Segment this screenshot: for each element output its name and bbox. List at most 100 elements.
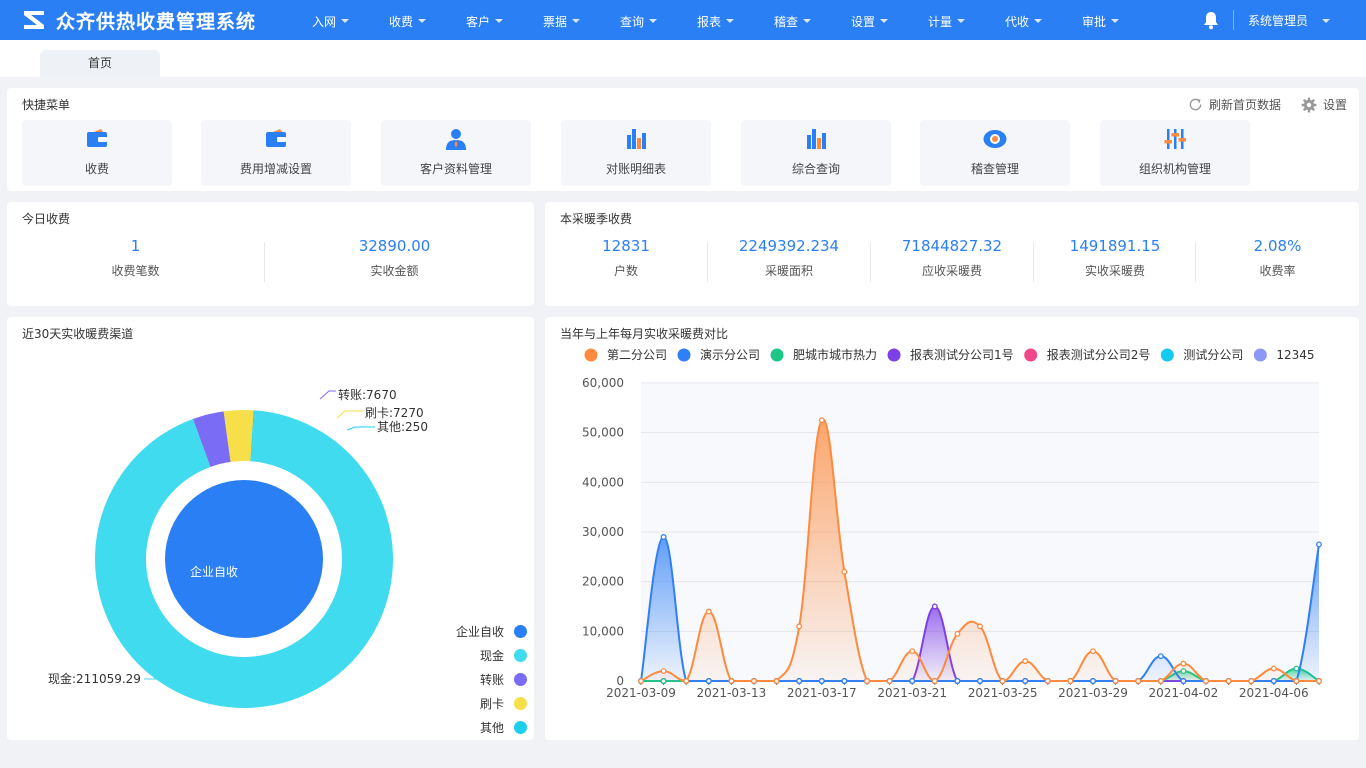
nav-menu-item[interactable]: 入网: [312, 12, 350, 30]
legend-label[interactable]: 12345: [1276, 348, 1314, 362]
data-point[interactable]: [1135, 678, 1142, 684]
data-point[interactable]: [1044, 678, 1051, 684]
quick-item-reconcile[interactable]: 对账明细表: [561, 120, 711, 186]
legend-swatch: [514, 625, 528, 638]
legend-item[interactable]: 现金: [480, 647, 528, 664]
legend-swatch: [514, 697, 528, 710]
data-point[interactable]: [1293, 665, 1300, 672]
pie-slice-other[interactable]: [250, 410, 255, 462]
compare-chart-title: 当年与上年每月实收采暖费对比: [560, 327, 729, 341]
settings-label: 设置: [1323, 98, 1348, 112]
data-point[interactable]: [660, 534, 667, 540]
chevron-down-icon: [572, 19, 581, 23]
refresh-button[interactable]: 刷新首页数据: [1188, 96, 1281, 113]
data-point[interactable]: [886, 678, 893, 684]
legend-swatch: [514, 673, 528, 686]
quick-item-charge[interactable]: 收费: [22, 120, 172, 186]
data-point[interactable]: [1316, 678, 1322, 684]
data-point[interactable]: [864, 678, 870, 684]
data-point[interactable]: [931, 678, 938, 684]
stat-value: 32890.00: [358, 237, 431, 255]
data-point[interactable]: [751, 678, 757, 684]
legend-item[interactable]: 刷卡: [480, 695, 528, 712]
quick-item-fee-adjust[interactable]: 费用增减设置: [201, 120, 351, 186]
legend-label[interactable]: 肥城市城市热力: [793, 347, 877, 362]
legend-swatch[interactable]: [1160, 348, 1174, 362]
legend-swatch[interactable]: [1253, 348, 1267, 362]
data-point[interactable]: [1248, 678, 1255, 684]
data-point[interactable]: [660, 668, 667, 675]
legend-label[interactable]: 报表测试分公司2号: [1047, 347, 1151, 362]
tab-home[interactable]: 首页: [40, 50, 160, 77]
nav-menu-item[interactable]: 稽查: [774, 12, 812, 30]
data-point[interactable]: [796, 623, 803, 630]
legend-swatch[interactable]: [584, 348, 598, 362]
quick-item-customer[interactable]: 客户资料管理: [381, 120, 531, 186]
data-point[interactable]: [1293, 678, 1300, 684]
x-tick-label: 2021-04-06: [1239, 686, 1309, 700]
data-point[interactable]: [999, 678, 1006, 684]
compare-area-chart: 0 10,000 20,000 30,000 40,000 50,000 60,000 202…: [582, 347, 1322, 700]
data-point[interactable]: [1112, 678, 1119, 684]
nav-menu-item[interactable]: 收费: [389, 12, 427, 30]
data-point[interactable]: [909, 648, 916, 655]
legend-swatch[interactable]: [677, 348, 691, 362]
nav-menu-item[interactable]: 计量: [928, 12, 966, 30]
legend-label[interactable]: 第二分公司: [607, 348, 667, 362]
divider: [707, 242, 708, 282]
legend-swatch[interactable]: [1024, 348, 1038, 362]
data-point[interactable]: [1067, 678, 1074, 684]
chevron-down-icon: [803, 19, 812, 23]
quick-item-inspection[interactable]: 稽查管理: [920, 120, 1070, 186]
pie-slice-cash[interactable]: [94, 410, 394, 708]
nav-menu-item[interactable]: 报表: [697, 12, 735, 30]
data-point[interactable]: [931, 603, 938, 610]
nav-menu-item[interactable]: 票据: [543, 12, 581, 30]
legend-item[interactable]: 其他: [480, 719, 528, 736]
nav-menu-item[interactable]: 代收: [1005, 12, 1043, 30]
data-point[interactable]: [954, 630, 961, 637]
data-point[interactable]: [1090, 648, 1096, 655]
bell-icon[interactable]: [1201, 10, 1221, 30]
legend-swatch[interactable]: [770, 348, 784, 362]
data-point[interactable]: [728, 678, 735, 684]
nav-menu-item[interactable]: 设置: [851, 12, 889, 30]
data-point[interactable]: [841, 568, 848, 575]
user-menu[interactable]: 系统管理员: [1248, 12, 1331, 29]
nav-menu-item[interactable]: 查询: [620, 12, 658, 30]
data-point[interactable]: [683, 678, 690, 684]
quick-item-org[interactable]: 组织机构管理: [1100, 120, 1250, 186]
data-point[interactable]: [1180, 660, 1187, 667]
pie-slice-transfer[interactable]: [192, 411, 231, 467]
data-point[interactable]: [1157, 678, 1164, 684]
data-point[interactable]: [1022, 658, 1029, 665]
legend-label[interactable]: 报表测试分公司1号: [910, 347, 1014, 362]
quick-item-query[interactable]: 综合查询: [741, 120, 891, 186]
nav-menu-item[interactable]: 客户: [466, 12, 504, 30]
data-point[interactable]: [638, 678, 644, 684]
legend-label: 企业自收: [456, 625, 505, 639]
data-point[interactable]: [773, 678, 780, 684]
legend-label[interactable]: 测试分公司: [1183, 347, 1243, 362]
stat-label: 户数: [613, 264, 638, 278]
data-point[interactable]: [1157, 653, 1164, 660]
legend-item[interactable]: 转账: [480, 671, 528, 688]
divider: [1033, 242, 1034, 282]
settings-button[interactable]: 设置: [1301, 96, 1347, 113]
y-tick-label: 30,000: [582, 525, 624, 539]
data-point[interactable]: [1203, 678, 1209, 684]
pie-slice-inner[interactable]: [165, 480, 323, 638]
pie-slice-card[interactable]: [223, 410, 254, 462]
data-point[interactable]: [818, 417, 825, 424]
x-tick-label: 2021-03-29: [1058, 686, 1128, 700]
nav-menu-item[interactable]: 审批: [1082, 12, 1120, 30]
legend-item[interactable]: 企业自收: [456, 623, 528, 640]
data-point[interactable]: [1225, 678, 1232, 684]
stat-label: 收费笔数: [111, 264, 160, 278]
data-point[interactable]: [705, 608, 712, 615]
data-point[interactable]: [1270, 665, 1277, 672]
data-point[interactable]: [977, 623, 983, 630]
data-point[interactable]: [1316, 541, 1322, 548]
legend-label[interactable]: 演示分公司: [700, 347, 760, 362]
legend-swatch[interactable]: [887, 348, 901, 362]
